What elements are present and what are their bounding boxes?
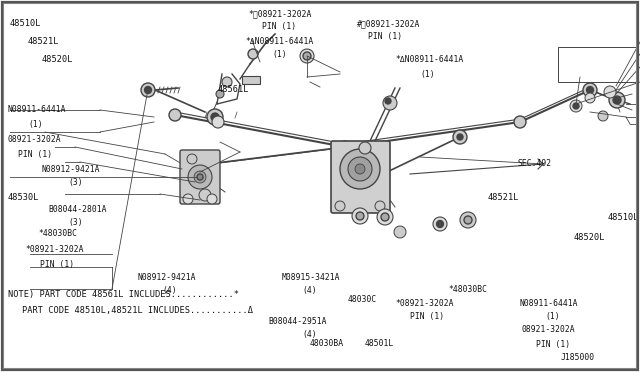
Circle shape (604, 86, 616, 98)
Text: 48030BA: 48030BA (310, 340, 344, 349)
FancyBboxPatch shape (180, 150, 220, 204)
Text: *ΔN08911-6441A: *ΔN08911-6441A (395, 55, 463, 64)
FancyBboxPatch shape (331, 141, 390, 213)
Text: 48510L: 48510L (10, 19, 42, 29)
Text: PIN (1): PIN (1) (262, 22, 296, 32)
Text: (4): (4) (302, 285, 317, 295)
Text: NOTE) PART CODE 48561L INCLUDES............*: NOTE) PART CODE 48561L INCLUDES.........… (8, 289, 239, 298)
Circle shape (222, 77, 232, 87)
Circle shape (356, 212, 364, 220)
Text: PIN (1): PIN (1) (410, 312, 444, 321)
Circle shape (216, 90, 224, 98)
Text: 48561L: 48561L (218, 86, 250, 94)
Circle shape (514, 116, 526, 128)
Circle shape (453, 130, 467, 144)
Circle shape (457, 134, 463, 140)
Circle shape (394, 226, 406, 238)
Circle shape (359, 142, 371, 154)
Circle shape (207, 194, 217, 204)
Text: 08921-3202A: 08921-3202A (522, 326, 575, 334)
Circle shape (141, 83, 155, 97)
Circle shape (609, 92, 625, 108)
Circle shape (355, 164, 365, 174)
Text: *ΔN08911-6441A: *ΔN08911-6441A (245, 38, 313, 46)
Text: B08044-2951A: B08044-2951A (268, 317, 326, 327)
Text: *48030BC: *48030BC (38, 230, 77, 238)
Text: M08915-3421A: M08915-3421A (282, 273, 340, 282)
Circle shape (460, 212, 476, 228)
Text: N08911-6441A: N08911-6441A (520, 299, 579, 308)
Text: PIN (1): PIN (1) (368, 32, 402, 42)
Text: SEC.492: SEC.492 (518, 160, 552, 169)
Text: PIN (1): PIN (1) (536, 340, 570, 349)
Circle shape (586, 87, 593, 93)
Circle shape (248, 49, 258, 59)
Circle shape (436, 221, 444, 228)
Text: 48510L: 48510L (608, 212, 639, 221)
Text: B08044-2801A: B08044-2801A (48, 205, 106, 215)
Circle shape (183, 194, 193, 204)
Text: (1): (1) (545, 312, 559, 321)
Circle shape (339, 141, 351, 153)
Text: *08921-3202A: *08921-3202A (395, 299, 454, 308)
Text: PIN (1): PIN (1) (40, 260, 74, 269)
Circle shape (194, 171, 206, 183)
Circle shape (352, 208, 368, 224)
Circle shape (377, 209, 393, 225)
Circle shape (598, 111, 608, 121)
Circle shape (348, 157, 372, 181)
Circle shape (207, 109, 223, 125)
Text: (1): (1) (272, 49, 287, 58)
Circle shape (375, 201, 385, 211)
Text: 48030C: 48030C (348, 295, 377, 305)
Text: 48501L: 48501L (365, 340, 394, 349)
Text: N08911-6441A: N08911-6441A (8, 106, 67, 115)
Circle shape (433, 217, 447, 231)
Circle shape (212, 116, 224, 128)
Text: 48520L: 48520L (574, 232, 605, 241)
Text: 48521L: 48521L (488, 192, 520, 202)
Circle shape (169, 109, 181, 121)
Text: 08921-3202A: 08921-3202A (8, 135, 61, 144)
Text: #08921-3202A: #08921-3202A (357, 19, 420, 29)
Text: PART CODE 48510L,48521L INCLUDES...........Δ: PART CODE 48510L,48521L INCLUDES........… (22, 305, 253, 314)
Text: *48030BC: *48030BC (448, 285, 487, 295)
Circle shape (145, 87, 152, 93)
Circle shape (335, 201, 345, 211)
Circle shape (585, 93, 595, 103)
Circle shape (187, 154, 197, 164)
Text: J185000: J185000 (561, 353, 595, 362)
Text: (3): (3) (68, 218, 83, 227)
Circle shape (385, 98, 391, 104)
Bar (242, 76, 260, 84)
Circle shape (570, 100, 582, 112)
Circle shape (197, 174, 203, 180)
Circle shape (383, 96, 397, 110)
Circle shape (300, 49, 314, 63)
Circle shape (381, 213, 389, 221)
Text: (4): (4) (302, 330, 317, 339)
Circle shape (340, 149, 380, 189)
Circle shape (583, 83, 597, 97)
Circle shape (211, 113, 219, 121)
Text: N08912-9421A: N08912-9421A (138, 273, 196, 282)
Bar (558, 47, 636, 82)
Text: *08921-3202A: *08921-3202A (248, 10, 312, 19)
Text: N08912-9421A: N08912-9421A (42, 166, 100, 174)
Text: 48520L: 48520L (42, 55, 74, 64)
Text: (4): (4) (162, 285, 177, 295)
Text: (3): (3) (68, 177, 83, 186)
Text: *08921-3202A: *08921-3202A (25, 246, 83, 254)
Text: (1): (1) (420, 70, 435, 78)
Circle shape (303, 52, 311, 60)
Text: 48530L: 48530L (8, 192, 40, 202)
Circle shape (613, 96, 621, 104)
Text: 48521L: 48521L (28, 38, 60, 46)
Circle shape (464, 216, 472, 224)
Circle shape (199, 189, 211, 201)
Text: PIN (1): PIN (1) (18, 150, 52, 158)
Circle shape (573, 103, 579, 109)
Circle shape (188, 165, 212, 189)
Text: (1): (1) (28, 119, 43, 128)
